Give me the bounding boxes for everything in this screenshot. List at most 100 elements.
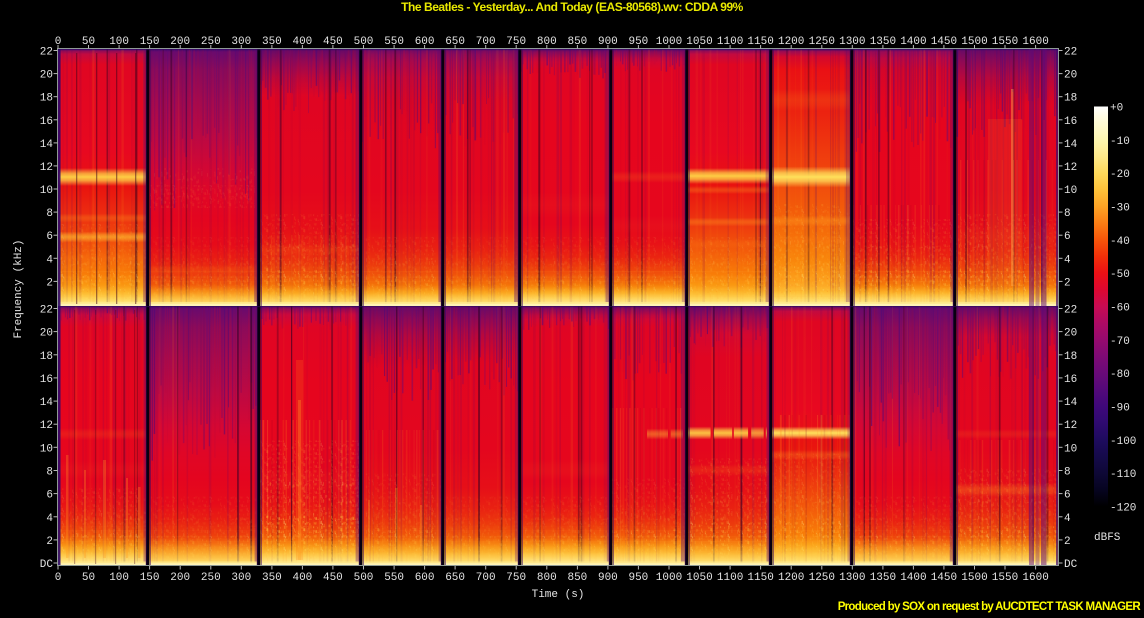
svg-text:20: 20 <box>40 70 53 82</box>
svg-text:550: 550 <box>384 36 404 48</box>
svg-text:1150: 1150 <box>747 36 773 48</box>
svg-text:600: 600 <box>415 572 435 584</box>
svg-text:12: 12 <box>1064 162 1077 174</box>
svg-text:-30: -30 <box>1110 203 1130 215</box>
svg-text:Produced by SOX on request by: Produced by SOX on request by AUCDTECT T… <box>838 601 1142 613</box>
svg-text:600: 600 <box>415 36 435 48</box>
svg-text:16: 16 <box>40 374 53 386</box>
svg-text:Frequency (kHz): Frequency (kHz) <box>13 239 25 338</box>
svg-text:350: 350 <box>262 572 282 584</box>
svg-text:1050: 1050 <box>686 572 712 584</box>
svg-text:8: 8 <box>46 208 53 220</box>
svg-text:1600: 1600 <box>1022 572 1048 584</box>
svg-text:1400: 1400 <box>900 572 926 584</box>
svg-text:10: 10 <box>1064 443 1077 455</box>
svg-text:18: 18 <box>40 351 53 363</box>
svg-text:1300: 1300 <box>839 572 865 584</box>
svg-text:-70: -70 <box>1110 336 1130 348</box>
svg-text:6: 6 <box>46 490 53 502</box>
svg-text:1550: 1550 <box>992 572 1018 584</box>
svg-text:4: 4 <box>1064 254 1071 266</box>
svg-text:1100: 1100 <box>717 36 743 48</box>
svg-text:900: 900 <box>598 36 618 48</box>
svg-text:300: 300 <box>231 36 251 48</box>
svg-text:1250: 1250 <box>809 572 835 584</box>
svg-text:dBFS: dBFS <box>1094 532 1121 544</box>
svg-text:1150: 1150 <box>747 572 773 584</box>
svg-text:Time (s): Time (s) <box>532 589 585 601</box>
svg-text:1500: 1500 <box>961 572 987 584</box>
svg-text:1350: 1350 <box>870 36 896 48</box>
svg-text:700: 700 <box>476 36 496 48</box>
svg-text:1200: 1200 <box>778 36 804 48</box>
svg-text:200: 200 <box>170 36 190 48</box>
svg-text:450: 450 <box>323 572 343 584</box>
svg-text:12: 12 <box>40 162 53 174</box>
svg-text:1500: 1500 <box>961 36 987 48</box>
svg-text:350: 350 <box>262 36 282 48</box>
svg-text:100: 100 <box>109 36 129 48</box>
svg-text:8: 8 <box>1064 208 1071 220</box>
svg-text:6: 6 <box>1064 490 1071 502</box>
svg-text:12: 12 <box>1064 420 1077 432</box>
svg-text:2: 2 <box>1064 536 1071 548</box>
svg-text:750: 750 <box>506 572 526 584</box>
svg-text:18: 18 <box>40 93 53 105</box>
svg-text:500: 500 <box>354 572 374 584</box>
svg-text:20: 20 <box>1064 328 1077 340</box>
svg-text:100: 100 <box>109 572 129 584</box>
svg-text:300: 300 <box>231 572 251 584</box>
svg-text:2: 2 <box>46 277 53 289</box>
svg-text:6: 6 <box>46 231 53 243</box>
svg-text:-80: -80 <box>1110 369 1130 381</box>
svg-text:150: 150 <box>140 36 160 48</box>
svg-text:2: 2 <box>1064 277 1071 289</box>
svg-text:150: 150 <box>140 572 160 584</box>
svg-text:10: 10 <box>40 443 53 455</box>
svg-text:950: 950 <box>628 572 648 584</box>
svg-text:950: 950 <box>628 36 648 48</box>
svg-text:650: 650 <box>445 572 465 584</box>
svg-text:4: 4 <box>46 513 53 525</box>
svg-text:20: 20 <box>40 328 53 340</box>
svg-text:450: 450 <box>323 36 343 48</box>
svg-text:18: 18 <box>1064 93 1077 105</box>
svg-text:18: 18 <box>1064 351 1077 363</box>
svg-text:1050: 1050 <box>686 36 712 48</box>
svg-text:0: 0 <box>55 36 62 48</box>
svg-text:12: 12 <box>40 420 53 432</box>
svg-text:-90: -90 <box>1110 403 1130 415</box>
svg-text:-40: -40 <box>1110 236 1130 248</box>
svg-text:20: 20 <box>1064 70 1077 82</box>
svg-text:22: 22 <box>1064 47 1077 59</box>
svg-text:800: 800 <box>537 572 557 584</box>
svg-text:10: 10 <box>1064 185 1077 197</box>
svg-text:650: 650 <box>445 36 465 48</box>
svg-text:250: 250 <box>201 572 221 584</box>
svg-text:-20: -20 <box>1110 169 1130 181</box>
svg-text:1000: 1000 <box>656 36 682 48</box>
svg-text:16: 16 <box>40 116 53 128</box>
svg-text:+0: +0 <box>1110 103 1123 115</box>
svg-text:-10: -10 <box>1110 136 1130 148</box>
svg-text:550: 550 <box>384 572 404 584</box>
svg-text:22: 22 <box>40 47 53 59</box>
svg-text:1450: 1450 <box>931 572 957 584</box>
svg-text:1400: 1400 <box>900 36 926 48</box>
svg-text:16: 16 <box>1064 116 1077 128</box>
svg-text:0: 0 <box>55 572 62 584</box>
svg-text:8: 8 <box>46 467 53 479</box>
svg-text:22: 22 <box>1064 305 1077 317</box>
svg-text:800: 800 <box>537 36 557 48</box>
svg-text:-60: -60 <box>1110 303 1130 315</box>
svg-text:6: 6 <box>1064 231 1071 243</box>
svg-text:-100: -100 <box>1110 436 1136 448</box>
svg-text:900: 900 <box>598 572 618 584</box>
svg-text:14: 14 <box>1064 139 1078 151</box>
svg-text:700: 700 <box>476 572 496 584</box>
svg-text:1200: 1200 <box>778 572 804 584</box>
svg-text:DC: DC <box>40 559 54 571</box>
svg-text:250: 250 <box>201 36 221 48</box>
svg-text:4: 4 <box>1064 513 1071 525</box>
svg-text:850: 850 <box>567 572 587 584</box>
